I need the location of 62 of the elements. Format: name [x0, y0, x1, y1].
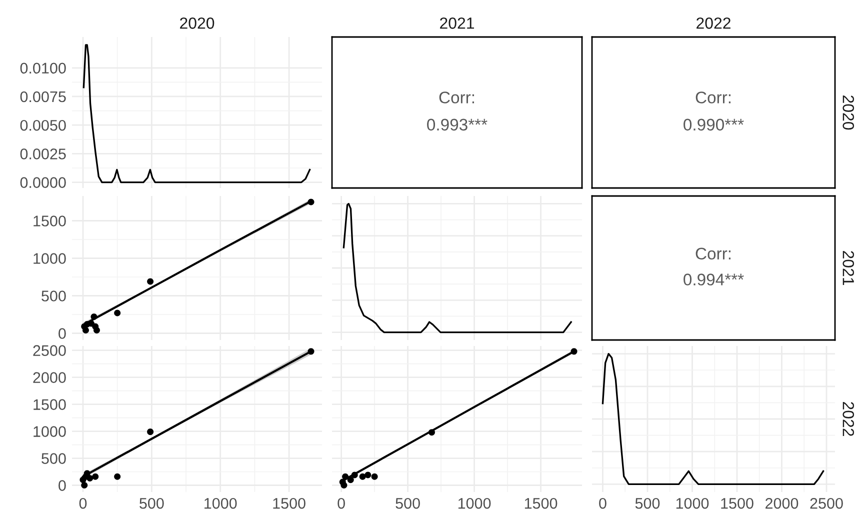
x-tick-label: 2000 [766, 498, 798, 509]
x-tick-label: 0 [338, 498, 345, 509]
line-series [82, 44, 311, 184]
text: 2020 [842, 96, 854, 130]
y-tick-label: 2000 [33, 372, 66, 383]
text: Corr: [696, 248, 730, 260]
chart-title: 2020 [180, 18, 214, 29]
y-tick-label: 0 [58, 328, 66, 339]
point [147, 278, 154, 285]
y2-axis-title: 2022 [842, 402, 854, 436]
y-tick-label: 1000 [34, 426, 66, 437]
y-tick-label: 1500 [34, 216, 66, 226]
point [92, 473, 99, 480]
x-tick-label: 1500 [524, 498, 558, 509]
point [308, 198, 314, 206]
y-tick-label: 1500 [34, 399, 66, 410]
y-tick-label: 2500 [33, 345, 66, 356]
text: 0.994*** [684, 274, 744, 286]
x-tick-label: 1500 [721, 498, 754, 509]
point [147, 428, 154, 436]
x-tick-label: 1000 [676, 498, 709, 509]
y-tick-label: 0 [58, 480, 66, 491]
x-tick-label: 0 [79, 498, 87, 509]
x-tick-label: 1500 [273, 498, 306, 509]
point [347, 476, 354, 484]
text: 2022 [696, 18, 730, 29]
point [364, 472, 372, 478]
text: 0.990*** [684, 118, 744, 131]
point [81, 482, 88, 489]
y-tick-label: 500 [42, 453, 66, 464]
point [114, 473, 121, 480]
point [342, 473, 349, 480]
y-tick-label: 0.0075 [20, 91, 66, 102]
point [114, 310, 121, 316]
text: Corr: [439, 92, 474, 104]
point [351, 472, 358, 478]
x-tick-label: 500 [635, 498, 660, 509]
point [371, 473, 378, 480]
y-tick-label: 0.0025 [20, 148, 66, 160]
text: 0.993*** [427, 118, 488, 131]
y-tick-label: 1000 [34, 253, 66, 264]
point [93, 326, 100, 334]
x-tick-label: 2500 [810, 498, 843, 509]
x-tick-label: 1000 [458, 498, 491, 509]
x-tick-label: 0 [599, 498, 606, 509]
x-tick-label: 1000 [204, 498, 237, 509]
text: 2021 [842, 251, 854, 285]
point [428, 429, 435, 436]
text: Corr: [696, 92, 730, 104]
point [339, 478, 346, 486]
x-tick-label: 500 [396, 498, 420, 509]
y-tick-label: 500 [42, 290, 66, 302]
point [86, 474, 94, 482]
y-tick-label: 0.0050 [20, 120, 66, 131]
point [308, 348, 314, 355]
x-tick-label: 500 [140, 498, 164, 509]
y-tick-label: 0.0100 [20, 62, 66, 74]
point [359, 473, 366, 480]
text: 2021 [440, 18, 474, 29]
y-tick-label: 0.0000 [20, 177, 66, 188]
point [90, 313, 98, 320]
point [570, 348, 578, 355]
